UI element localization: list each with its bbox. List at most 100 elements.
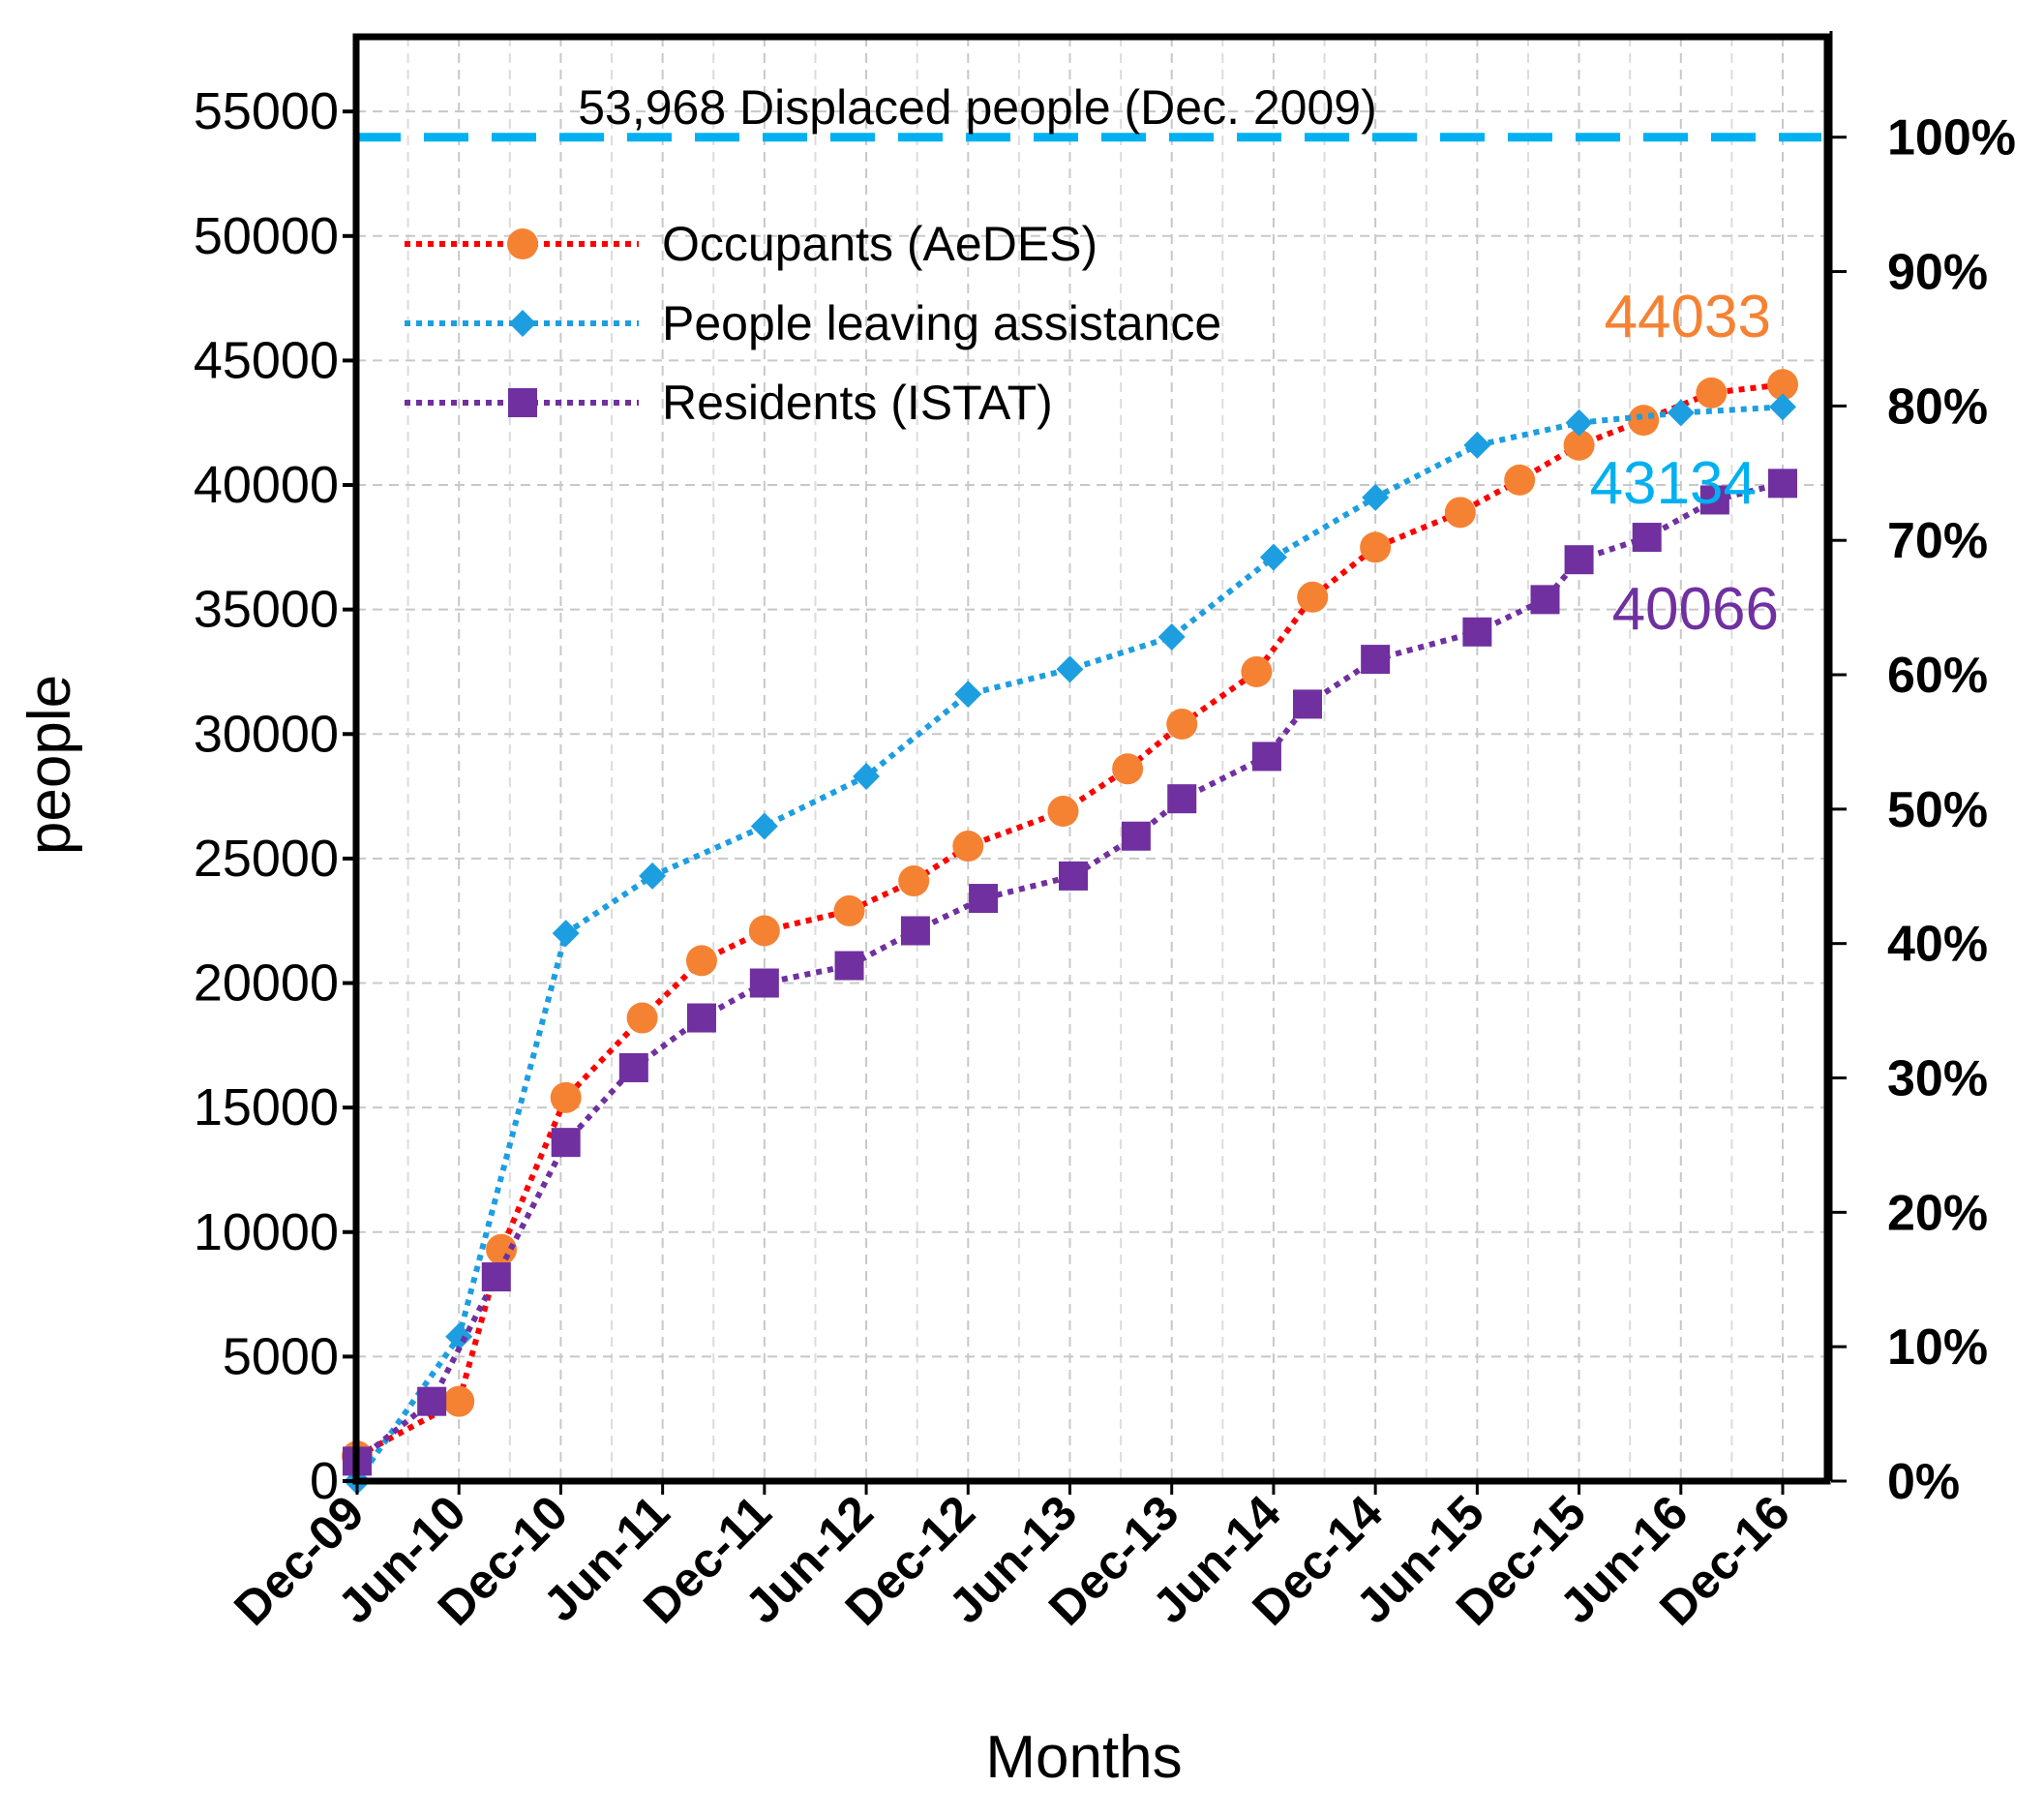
plot-area-frame [352,33,1831,1485]
data-point [1463,431,1491,459]
y-tick-label: 45000 [194,331,339,389]
y-tick-label: 10000 [194,1203,339,1261]
legend-marker [508,388,537,417]
data-point [1767,369,1798,401]
data-point [626,1002,658,1034]
series-line [355,381,1784,1459]
data-point [1563,429,1595,461]
reference-line-label: 53,968 Displaced people (Dec. 2009) [578,80,1377,135]
data-point [1157,622,1186,651]
series-line [354,404,1784,1483]
legend-marker [509,310,536,337]
legend-item: Residents (ISTAT) [405,376,1053,430]
legend-item: Occupants (AeDES) [405,217,1097,271]
y2-tick-label: 100% [1887,110,2016,167]
data-point [954,681,982,709]
series-line [355,480,1784,1464]
data-point [1462,617,1492,647]
gridlines [356,37,1827,1482]
y-tick-label: 50000 [194,207,339,265]
data-point [1241,655,1273,687]
data-point [1444,497,1476,529]
data-point [1565,409,1593,437]
data-point [834,951,864,981]
data-point [1504,464,1536,496]
series-leaving-assistance [344,393,1796,1495]
data-point [686,1003,716,1033]
x-axis-title: Months [985,1724,1182,1791]
data-point [481,1262,511,1292]
data-point [1361,645,1391,675]
series-layer [342,369,1798,1495]
y2-tick-label: 80% [1887,379,1988,435]
y2-tick-label: 30% [1887,1051,1988,1107]
legend-item: People leaving assistance [405,296,1221,350]
y-axis-left: 0 5000 10000 15000 20000 25000 30000 35000 40000… [194,82,356,1510]
data-point [749,968,779,998]
y-tick-label: 15000 [194,1078,339,1136]
y2-tick-label: 20% [1887,1185,1988,1241]
data-point [1259,543,1287,571]
y2-tick-label: 90% [1887,245,1988,301]
data-point [1167,784,1197,814]
data-point [551,1128,581,1158]
y-tick-label: 35000 [194,581,339,639]
end-labels: 44033 43134 40066 [1590,284,1779,643]
y-tick-label: 40000 [194,456,339,514]
data-point [748,915,780,947]
legend: Occupants (AeDES) People leaving assistan… [405,217,1221,430]
data-point [1632,523,1662,553]
legend-marker [507,228,538,259]
y-tick-label: 5000 [223,1327,339,1385]
data-point [1769,393,1796,421]
legend-label: Residents (ISTAT) [662,376,1053,430]
y-tick-label: 30000 [194,705,339,763]
data-point [443,1385,475,1417]
data-point [552,920,580,948]
data-point [1530,585,1560,615]
data-point [1362,483,1390,511]
data-point [1056,655,1084,683]
data-point [1564,545,1594,575]
data-point [618,1052,648,1082]
data-point [1696,377,1728,409]
y2-tick-label: 50% [1887,782,1988,838]
end-value-label: 40066 [1612,576,1779,643]
data-point [750,812,778,840]
data-point [1166,708,1198,740]
data-point [900,916,930,946]
series-occupants [342,369,1798,1472]
data-point [1667,399,1695,427]
y2-tick-label: 0% [1887,1454,1960,1510]
data-point [1699,485,1729,515]
data-point [952,831,984,863]
y2-tick-label: 70% [1887,513,1988,569]
series-residents [343,469,1797,1476]
end-value-label: 43134 [1590,450,1757,517]
data-point [1360,531,1392,563]
y2-tick-label: 10% [1887,1319,1988,1376]
data-point [1059,861,1089,891]
legend-label: Occupants (AeDES) [662,217,1097,271]
x-axis: Dec-09Jun-10Dec-10Jun-11Dec-11Jun-12Dec-… [224,1481,1800,1636]
data-point [1251,742,1281,772]
data-point [550,1081,582,1113]
end-value-label: 44033 [1605,284,1771,350]
y-tick-label: 55000 [194,82,339,140]
data-point [853,763,881,791]
data-point [685,945,717,977]
data-point [1293,689,1322,719]
y-tick-label: 20000 [194,954,339,1013]
data-point [898,865,930,897]
y2-tick-label: 60% [1887,648,1988,704]
data-point [1768,469,1797,499]
data-point [639,862,667,890]
data-point [1121,821,1151,851]
y-axis-right: 0% 10% 20% 30% 40% 50% 60% 70% 80% 90% 100% [1829,31,2016,1510]
y2-tick-label: 40% [1887,917,1988,973]
data-point [969,884,999,914]
legend-label: People leaving assistance [662,296,1221,350]
y-tick-label: 25000 [194,830,339,888]
data-point [1047,796,1079,828]
